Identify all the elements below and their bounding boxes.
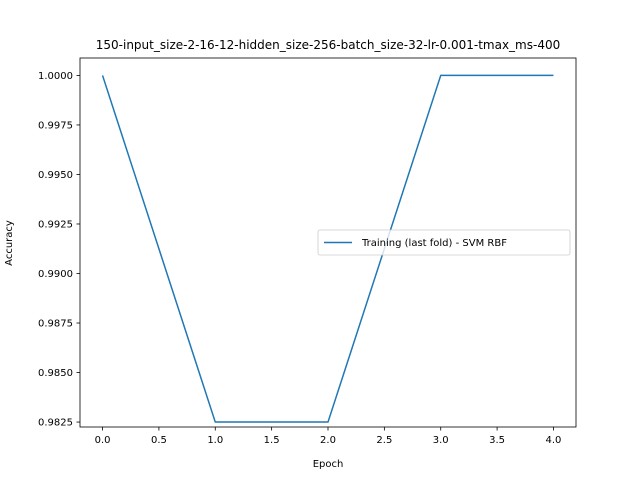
x-tick-label: 1.0 — [207, 435, 223, 446]
legend-box — [317, 229, 571, 256]
y-axis-label: Accuracy — [4, 220, 15, 266]
x-tick-label: 3.5 — [489, 435, 505, 446]
y-tick-label: 0.9950 — [38, 170, 73, 181]
y-tick-label: 0.9825 — [38, 418, 73, 429]
y-tick-label: 0.9875 — [38, 319, 73, 330]
x-tick-label: 0.0 — [95, 435, 111, 446]
x-tick-label: 4.0 — [546, 435, 562, 446]
y-tick-label: 0.9900 — [38, 269, 73, 280]
y-tick-label: 0.9925 — [38, 220, 73, 231]
x-axis-ticks: 0.0 0.5 1.0 1.5 2.0 2.5 3.0 3.5 4.0 — [95, 427, 562, 446]
series-line — [101, 74, 554, 423]
y-tick-label: 0.9975 — [38, 121, 73, 132]
legend-entry: Training (last fold) - SVM RBF — [361, 238, 507, 249]
series-layer — [101, 74, 554, 423]
x-tick-label: 1.5 — [264, 435, 280, 446]
x-tick-label: 2.0 — [320, 435, 336, 446]
x-tick-label: 2.5 — [376, 435, 392, 446]
chart-title: 150-input_size-2-16-12-hidden_size-256-b… — [96, 38, 560, 52]
x-tick-label: 0.5 — [151, 435, 167, 446]
legend: Training (last fold) - SVM RBF — [317, 229, 571, 256]
y-axis-ticks: 0.9825 0.9850 0.9875 0.9900 0.9925 0.9950 0.99… — [38, 71, 80, 429]
y-tick-label: 1.0000 — [38, 71, 73, 82]
x-axis-label: Epoch — [313, 459, 344, 470]
x-tick-label: 3.0 — [433, 435, 449, 446]
y-tick-label: 0.9850 — [38, 368, 73, 379]
